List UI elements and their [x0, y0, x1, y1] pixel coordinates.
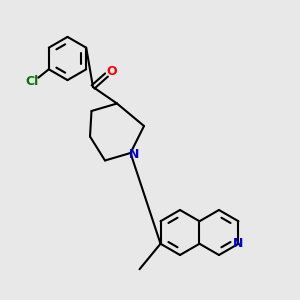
Text: Cl: Cl — [26, 75, 39, 88]
Text: O: O — [106, 65, 117, 79]
Text: N: N — [233, 237, 244, 250]
Text: N: N — [129, 148, 139, 161]
